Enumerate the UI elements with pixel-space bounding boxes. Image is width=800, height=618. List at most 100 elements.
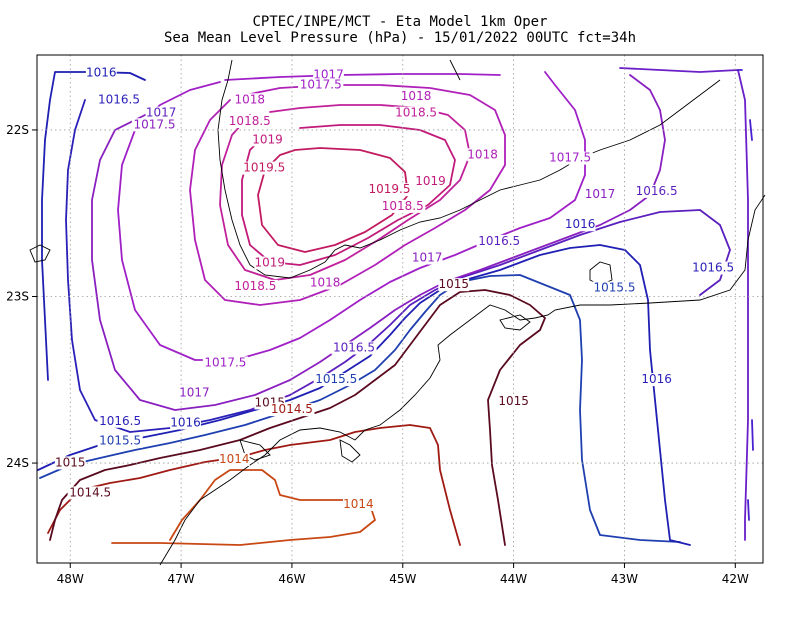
- contour-label: 1015: [438, 277, 469, 291]
- isobar-1017-5-top: [224, 73, 501, 81]
- contour-label-bg: [131, 118, 178, 132]
- contour-label: 1016: [170, 415, 201, 429]
- lon-tick-label: 42W: [722, 572, 749, 586]
- contour-label-bg: [178, 386, 210, 400]
- lon-tick-label: 46W: [278, 572, 305, 586]
- contour-label: 1015.5: [315, 372, 357, 386]
- contour-label-bg: [227, 114, 273, 128]
- contour-label: 1014.5: [69, 485, 111, 499]
- contour-label-bg: [218, 453, 250, 467]
- contour-label: 1016: [565, 217, 596, 231]
- contour-label-bg: [331, 341, 377, 355]
- isobar-1018-5: [219, 104, 471, 281]
- contour-label: 1018: [401, 89, 432, 103]
- contour-label: 1017: [179, 385, 210, 399]
- contour-label-bg: [584, 188, 616, 202]
- contour-label: 1019: [252, 132, 283, 146]
- contour-label-bg: [393, 106, 439, 120]
- contour-label-bg: [145, 106, 177, 120]
- lon-tick-label: 45W: [389, 572, 416, 586]
- lat-tick-label: 23S: [6, 290, 29, 304]
- contour-label: 1018.5: [382, 199, 424, 213]
- contour-label: 1016.5: [692, 261, 734, 275]
- contour-label: 1017.5: [549, 151, 591, 165]
- contour-label-bg: [232, 279, 278, 293]
- isobar-1016-5-ne: [619, 67, 749, 541]
- contour-label-bg: [476, 234, 522, 248]
- figure-title: CPTEC/INPE/MCT - Eta Model 1km Oper: [252, 14, 548, 30]
- lon-tick-label: 43W: [611, 572, 638, 586]
- contour-label-bg: [269, 403, 315, 417]
- contour-label-bg: [438, 278, 470, 292]
- contour-label: 1015.5: [99, 434, 141, 448]
- contour-label-bg: [343, 498, 374, 512]
- isobar-1015-5: [39, 274, 681, 543]
- contour-label-bg: [170, 416, 201, 430]
- lon-tick-label: 44W: [500, 572, 527, 586]
- contour-label: 1017.5: [133, 117, 175, 131]
- contour-label-bg: [498, 394, 530, 408]
- latitude-tick-labels: 22S 23S 24S: [6, 123, 37, 470]
- contour-label-bg: [298, 78, 344, 92]
- isobar-1016-5-east: [249, 209, 731, 411]
- contour-label: 1018: [310, 276, 341, 290]
- isobar-1019-5: [257, 147, 409, 253]
- lon-tick-label: 47W: [168, 572, 195, 586]
- contour-label-bg: [380, 199, 426, 213]
- contour-label: 1014.5: [271, 402, 313, 416]
- contour-label: 1017.5: [204, 355, 246, 369]
- contour-label: 1018: [235, 92, 266, 106]
- contour-label-bg: [467, 148, 498, 162]
- isobar-1014-5: [47, 424, 461, 546]
- contour-label: 1017: [412, 251, 443, 265]
- contour-label: 1016.5: [99, 414, 141, 428]
- contour-label-bg: [97, 414, 143, 428]
- contour-label: 1016.5: [636, 184, 678, 198]
- contour-label: 1016.5: [98, 92, 140, 106]
- contour-label: 1016.5: [478, 234, 520, 248]
- contour-label-bg: [415, 174, 446, 188]
- contour-label-bg: [254, 256, 286, 270]
- lat-tick-label: 22S: [6, 123, 29, 137]
- isobar-1014-a: [111, 469, 376, 546]
- lat-tick-label: 24S: [6, 456, 29, 470]
- contour-label: 1015: [55, 455, 86, 469]
- contour-label: 1017.5: [300, 77, 342, 91]
- isobar-1017-5: [117, 71, 586, 361]
- contour-label: 1017: [585, 187, 616, 201]
- figure-subtitle: Sea Mean Level Pressure (hPa) - 15/01/20…: [163, 30, 636, 46]
- contour-label: 1018.5: [234, 279, 276, 293]
- contour-label: 1016: [641, 372, 672, 386]
- isobar-1019: [241, 124, 456, 266]
- contour-label: 1019.5: [243, 161, 285, 175]
- contour-label: 1018.5: [395, 106, 437, 120]
- contour-label: 1019.5: [368, 182, 410, 196]
- contour-label-bg: [591, 281, 638, 295]
- contour-label-bg: [400, 89, 432, 103]
- contour-label-bg: [97, 434, 143, 448]
- isobar-1015-a: [49, 289, 546, 546]
- contour-label-bg: [564, 218, 596, 232]
- contour-label: 1018.5: [229, 114, 271, 128]
- contour-label-bg: [241, 161, 287, 175]
- contour-label: 1019: [254, 256, 285, 270]
- contour-label-bg: [547, 151, 593, 165]
- contour-label: 1015: [498, 394, 529, 408]
- contour-label-bg: [411, 251, 443, 265]
- contour-label-bg: [313, 373, 359, 387]
- grid-lines: [37, 55, 763, 563]
- contour-label-bg: [202, 356, 249, 370]
- lon-tick-label: 48W: [57, 572, 84, 586]
- contour-label: 1018: [467, 147, 498, 161]
- isobar-1018: [189, 84, 506, 306]
- isobar-edge-east: [737, 69, 754, 521]
- contour-label: 1017: [146, 106, 177, 120]
- contour-label-bg: [641, 373, 672, 387]
- contour-label: 1016.5: [333, 340, 375, 354]
- isobars: [37, 67, 754, 546]
- map-frame: [36, 54, 764, 564]
- contour-label-bg: [313, 68, 344, 82]
